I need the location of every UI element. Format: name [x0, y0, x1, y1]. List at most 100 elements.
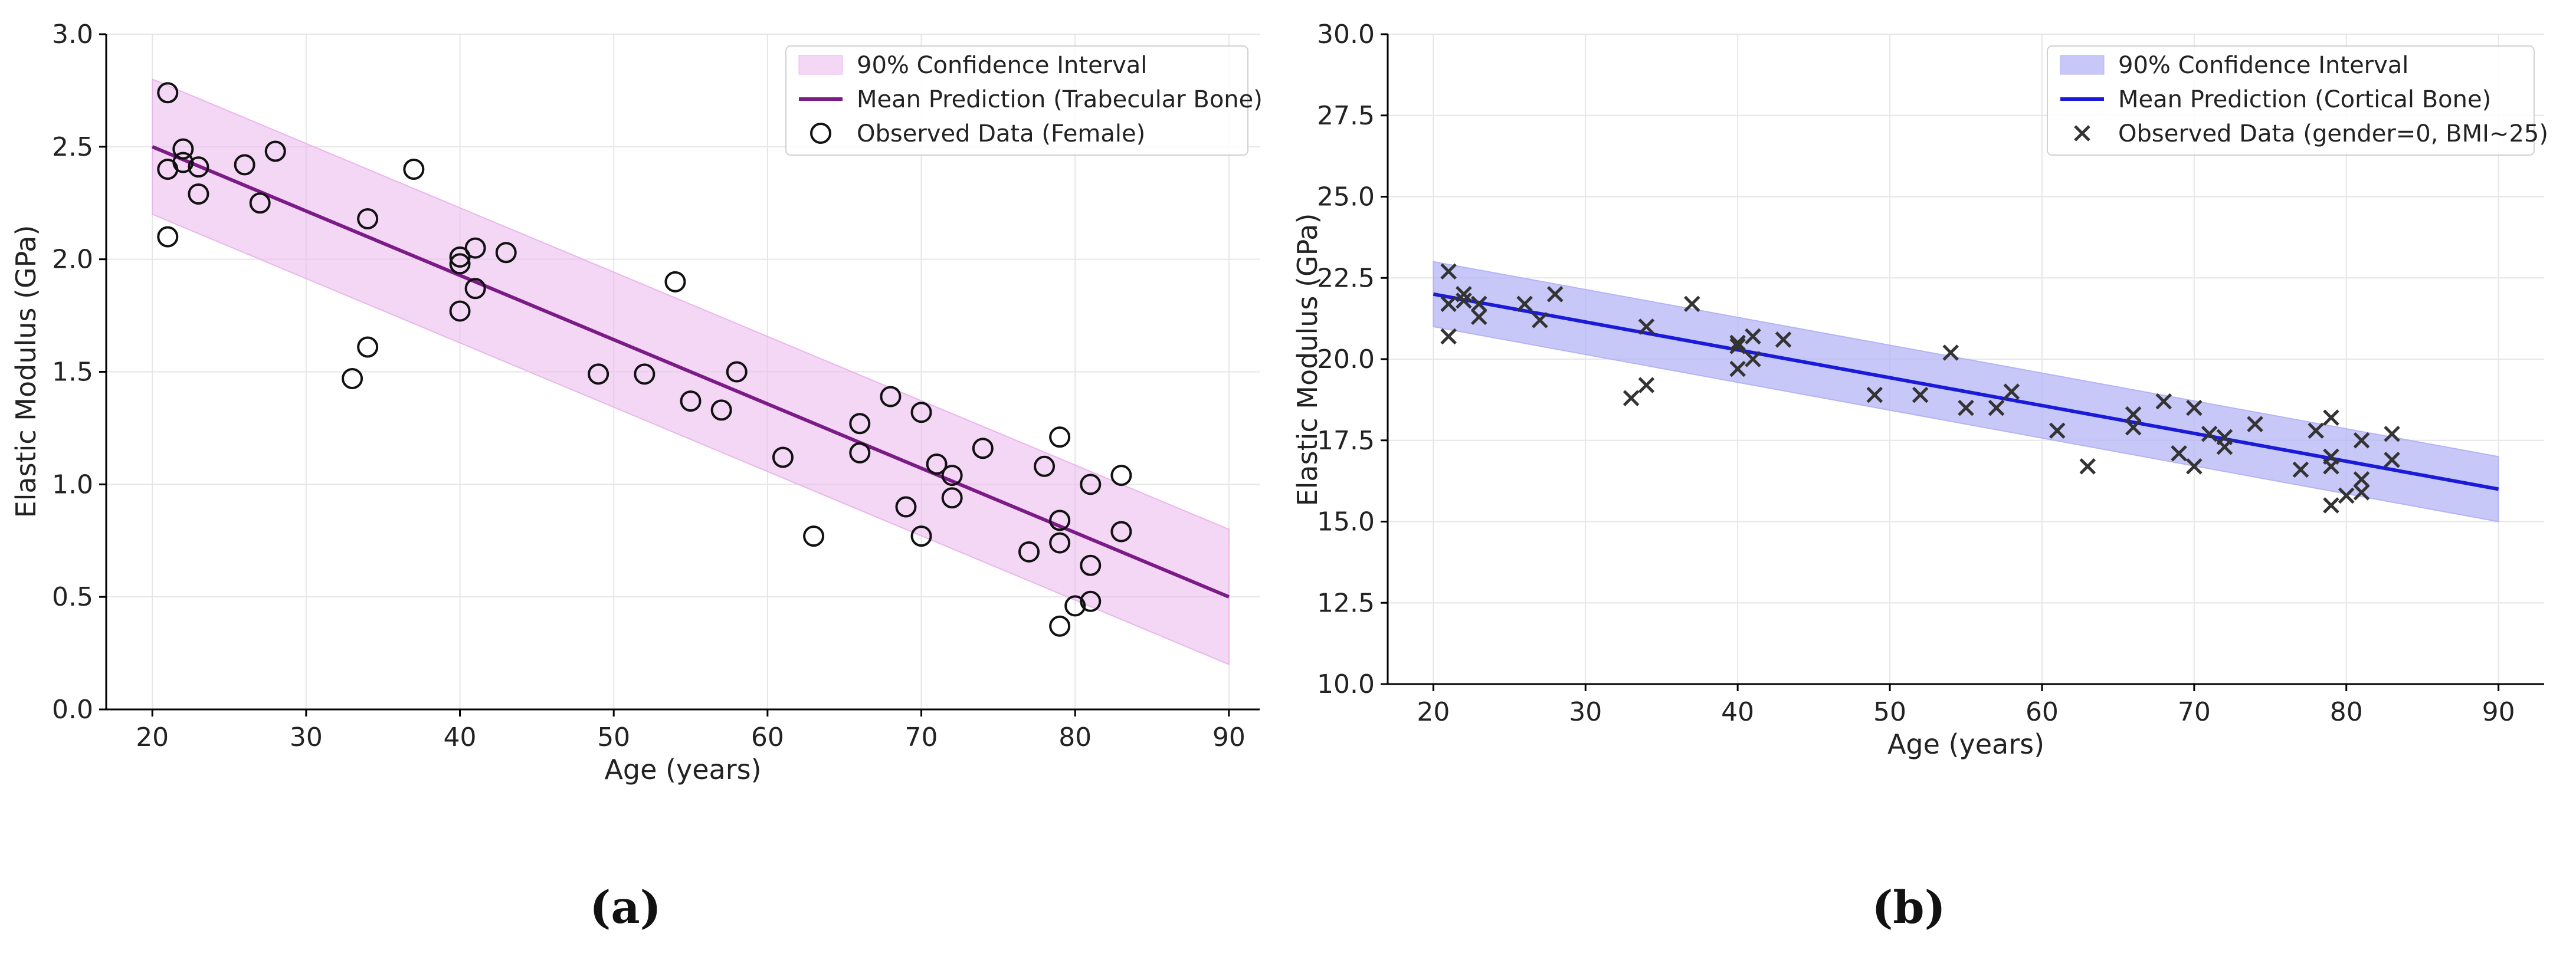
x-tick-label: 70: [2178, 697, 2211, 727]
x-tick-label: 30: [1569, 697, 1602, 727]
data-point: [188, 183, 209, 205]
observed-data-points: [157, 82, 1132, 637]
data-point: [710, 399, 732, 421]
panel-a-chart: 20 30 40 50 60 70 80 90 0.0 0.5 1.0 1.5 2.0 2.5 3.0 Age…: [10, 19, 1263, 934]
data-point: [2292, 461, 2309, 478]
x-tick-label: 60: [2026, 697, 2059, 727]
data-point: [772, 446, 794, 468]
data-point: [2384, 425, 2400, 442]
data-point: [849, 442, 871, 464]
x-tick-label: 90: [1212, 722, 1246, 752]
panel-label: (b): [1872, 881, 1945, 934]
data-point: [2079, 458, 2096, 475]
data-point: [1456, 286, 1472, 303]
y-tick-label: 3.0: [52, 19, 93, 50]
data-point: [1684, 295, 1700, 313]
data-point: [1912, 386, 1929, 403]
y-tick-label: 0.0: [52, 695, 93, 725]
data-point: [157, 82, 179, 104]
data-point: [495, 242, 517, 264]
data-point: [1546, 286, 1564, 303]
data-point: [680, 390, 702, 412]
data-point: [157, 226, 179, 248]
x-tick-label: 20: [136, 722, 169, 752]
data-point: [2338, 487, 2355, 504]
data-point: [1942, 344, 1959, 361]
data-point: [403, 159, 425, 180]
data-point: [234, 154, 255, 176]
data-point: [1440, 328, 1457, 345]
data-point: [634, 363, 656, 385]
data-point: [1623, 390, 1640, 406]
data-point: [1049, 510, 1071, 531]
x-tick-label: 40: [1721, 697, 1754, 727]
legend: 90% Confidence Interval Mean Prediction (…: [785, 45, 1263, 156]
y-axis-label: Elastic Modulus (GPa): [10, 225, 42, 518]
data-point: [1034, 455, 1056, 477]
data-point: [2308, 422, 2324, 439]
data-point: [357, 208, 379, 229]
data-point: [664, 271, 686, 292]
data-point: [1638, 318, 1655, 335]
data-point: [2216, 439, 2233, 455]
data-point: [2186, 458, 2203, 475]
data-point: [1064, 595, 1086, 617]
data-point: [2353, 484, 2370, 501]
data-point: [1080, 590, 1102, 612]
data-point: [1638, 377, 1655, 393]
data-point: [895, 496, 917, 518]
data-point: [2353, 471, 2370, 488]
data-point: [2186, 399, 2203, 416]
data-point: [1018, 541, 1040, 563]
y-tick-label: 1.5: [52, 357, 93, 387]
x-axis-label: Age (years): [604, 754, 761, 785]
data-point: [803, 525, 825, 547]
x-tick-label: 30: [290, 722, 323, 752]
data-point: [1745, 351, 1761, 367]
data-point: [2155, 393, 2172, 410]
x-tick-label: 20: [1417, 697, 1450, 727]
y-tick-label: 1.0: [52, 469, 93, 499]
x-tick-label: 50: [597, 722, 630, 752]
data-point: [464, 237, 486, 259]
data-point: [1080, 474, 1102, 495]
legend-marker-swatch: [810, 123, 831, 144]
data-point: [849, 413, 871, 435]
x-tick-label: 50: [1873, 697, 1906, 727]
legend-label: Mean Prediction (Trabecular Bone): [857, 86, 1263, 113]
legend-label: Observed Data (Female): [857, 120, 1145, 147]
data-point: [1440, 263, 1457, 280]
legend: 90% Confidence Interval Mean Prediction (…: [2047, 45, 2548, 156]
data-point: [880, 386, 902, 407]
data-point: [188, 156, 209, 178]
data-point: [1049, 426, 1071, 448]
x-tick-label: 40: [444, 722, 477, 752]
x-tick-label: 80: [1058, 722, 1092, 752]
data-point: [1110, 521, 1132, 543]
x-axis-label: Age (years): [1887, 728, 2044, 760]
data-point: [910, 402, 932, 423]
y-tick-label: 2.5: [52, 132, 93, 162]
y-tick-label: 20.0: [1317, 344, 1375, 374]
data-point: [2323, 409, 2339, 426]
y-tick-label: 0.5: [52, 582, 93, 612]
data-point: [926, 453, 948, 475]
x-tick-label: 70: [905, 722, 938, 752]
data-point: [2353, 432, 2370, 449]
data-point: [1110, 465, 1132, 487]
data-point: [342, 367, 363, 389]
panel-b-chart: 20 30 40 50 60 70 80 90 10.0 12.5 15.0 17.5 20.0 22.5…: [1292, 19, 2548, 934]
data-point: [910, 525, 932, 547]
data-point: [1470, 308, 1487, 326]
legend-band-swatch: [798, 55, 843, 75]
panel-label: (a): [589, 881, 661, 934]
data-point: [2125, 406, 2142, 423]
y-tick-label: 22.5: [1317, 263, 1375, 293]
data-point: [2247, 416, 2263, 432]
data-point: [1729, 360, 1746, 377]
data-point: [726, 361, 748, 383]
data-point: [1049, 615, 1071, 637]
y-tick-label: 12.5: [1317, 588, 1375, 618]
data-point: [449, 300, 471, 322]
y-tick-label: 25.0: [1317, 182, 1375, 212]
